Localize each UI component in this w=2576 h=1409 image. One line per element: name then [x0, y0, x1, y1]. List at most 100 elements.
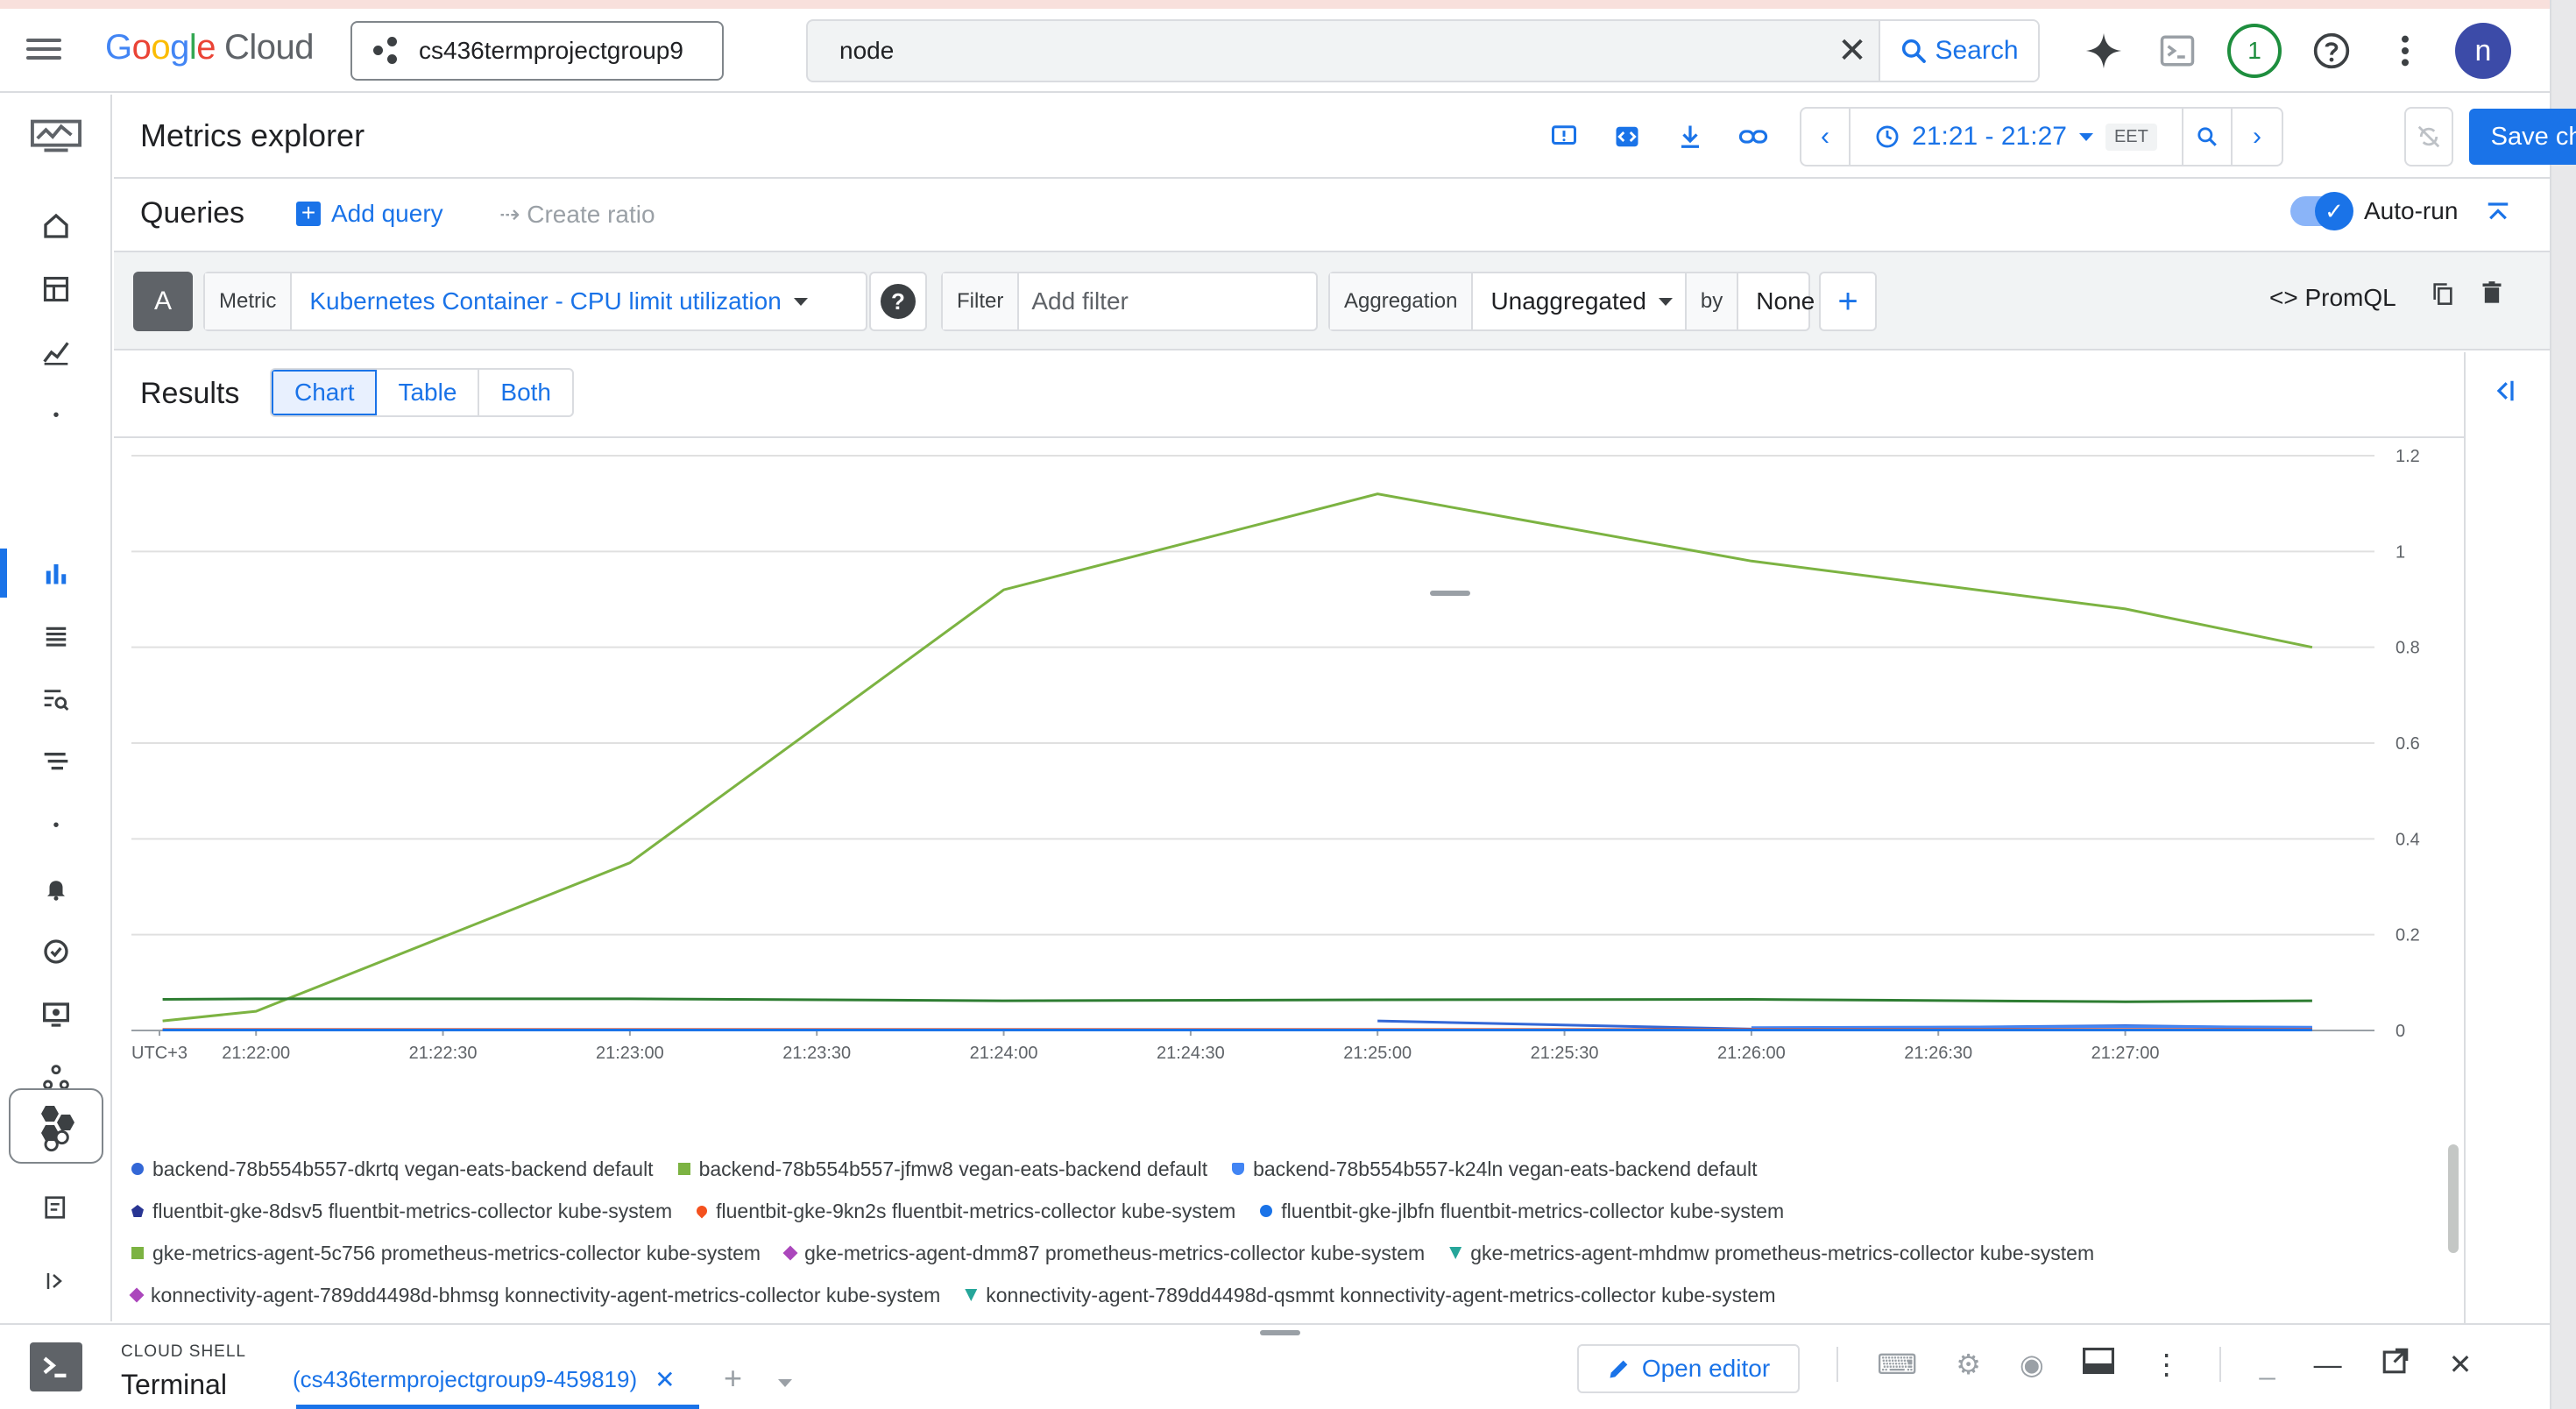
tab-menu-caret-icon[interactable] — [778, 1376, 792, 1391]
timezone-badge[interactable]: EET — [2105, 123, 2157, 151]
download-icon[interactable] — [1668, 112, 1712, 161]
window-scrollbar[interactable] — [2550, 0, 2576, 1409]
legend-item[interactable]: konnectivity-agent-789dd4498d-bhmsg konn… — [129, 1284, 940, 1307]
legend-item[interactable]: fluentbit-gke-jlbfn fluentbit-metrics-co… — [1260, 1200, 1784, 1223]
add-query-label: Add query — [331, 200, 443, 227]
metrics-icon[interactable] — [35, 331, 77, 373]
tab-table[interactable]: Table — [377, 370, 480, 415]
window-top-strip — [0, 0, 2576, 9]
time-range-controls: ‹ 21:21 - 21:27 EET › — [1800, 107, 2283, 166]
log-search-icon[interactable] — [35, 678, 77, 720]
metric-selector[interactable]: Metric Kubernetes Container - CPU limit … — [203, 272, 867, 331]
legend-item[interactable]: fluentbit-gke-8dsv5 fluentbit-metrics-co… — [131, 1200, 672, 1223]
legend-item[interactable]: backend-78b554b557-k24ln vegan-eats-back… — [1232, 1158, 1758, 1181]
line-chart[interactable]: 1.2 1 0.8 0.6 0.4 0.2 0 UTC+3 21:22:00 21:22:30 21… — [114, 438, 2464, 1139]
aggregation-selector[interactable]: Aggregation Unaggregated by None — [1328, 272, 1842, 331]
settings-gear-icon[interactable]: ⚙ — [1956, 1349, 1981, 1380]
overview-home-icon[interactable] — [35, 205, 77, 247]
terminal-layout-icon[interactable] — [2082, 1347, 2114, 1381]
alerting-bell-icon[interactable] — [35, 867, 77, 910]
y-tick-label: 0.8 — [2396, 639, 2420, 658]
restore-shell-icon[interactable]: — — [2313, 1348, 2342, 1380]
more-shell-options-icon[interactable]: ⋮ — [2152, 1349, 2181, 1380]
x-tick-label: 21:25:00 — [1343, 1044, 1412, 1063]
legend-item[interactable]: gke-metrics-agent-5c756 prometheus-metri… — [131, 1242, 761, 1265]
legend-item[interactable]: gke-metrics-agent-dmm87 prometheus-metri… — [782, 1242, 1425, 1265]
release-notes-icon[interactable] — [35, 1186, 77, 1228]
page-header: Metrics explorer ‹ 21:21 - 21:27 EET › S… — [114, 95, 2576, 179]
legend-item[interactable]: konnectivity-agent-789dd4498d-qsmmt konn… — [965, 1284, 1776, 1307]
legend-item[interactable]: backend-78b554b557-dkrtq vegan-eats-back… — [131, 1158, 654, 1181]
query-letter-badge[interactable]: A — [133, 272, 193, 331]
metric-value: Kubernetes Container - CPU limit utiliza… — [309, 287, 782, 315]
create-ratio-button[interactable]: ⇢ Create ratio — [499, 200, 655, 229]
metrics-explorer-icon[interactable] — [35, 552, 77, 594]
time-range-picker[interactable]: 21:21 - 21:27 EET — [1851, 109, 2183, 165]
link-icon[interactable] — [1731, 112, 1775, 161]
legend-item[interactable]: gke-metrics-agent-mhdmw prometheus-metri… — [1449, 1242, 2094, 1265]
legend-item[interactable]: fluentbit-gke-9kn2s fluentbit-metrics-co… — [694, 1200, 1235, 1223]
minimize-shell-icon[interactable]: _ — [2259, 1348, 2275, 1380]
filter-field[interactable]: Filter Add filter — [941, 272, 1318, 331]
search-bar[interactable]: node ✕ Search — [806, 19, 2040, 82]
account-avatar[interactable]: n — [2455, 23, 2511, 79]
clear-search-icon[interactable]: ✕ — [1837, 32, 1867, 70]
legend-item[interactable]: backend-78b554b557-jfmw8 vegan-eats-back… — [677, 1158, 1207, 1181]
search-button-label: Search — [1935, 36, 2019, 65]
terminal-tab[interactable]: (cs436termprojectgroup9-459819) ✕ — [293, 1365, 699, 1409]
resize-handle[interactable] — [1430, 591, 1470, 596]
project-picker[interactable]: cs436termprojectgroup9 — [350, 21, 724, 81]
tab-chart[interactable]: Chart — [272, 370, 378, 415]
add-grouping-button[interactable]: + — [1819, 272, 1877, 331]
help-icon[interactable] — [2308, 27, 2355, 74]
y-tick-label: 0.2 — [2396, 926, 2420, 945]
autorun-control[interactable]: ✓ Auto-run — [2290, 192, 2458, 230]
tab-both[interactable]: Both — [500, 379, 552, 406]
collapse-queries-icon[interactable] — [2485, 200, 2511, 233]
x-tick-label: UTC+3 — [131, 1044, 188, 1063]
open-new-window-icon[interactable] — [2381, 1346, 2410, 1383]
traces-icon[interactable] — [35, 741, 77, 783]
search-input[interactable]: node — [839, 37, 895, 64]
filter-input[interactable]: Add filter — [1031, 287, 1129, 315]
add-query-button[interactable]: + Add query — [296, 200, 443, 228]
cloud-shell-icon[interactable] — [2154, 27, 2201, 74]
expand-nav-icon[interactable] — [35, 1260, 77, 1302]
google-cloud-logo[interactable]: Google Cloud — [105, 28, 315, 67]
synthetic-monitoring-icon[interactable] — [35, 994, 77, 1036]
save-chart-button[interactable]: Save chart — [2469, 109, 2576, 165]
gemini-sparkle-icon[interactable] — [2080, 27, 2127, 74]
legend-scrollbar[interactable] — [2448, 1144, 2459, 1253]
web-preview-icon[interactable]: ◉ — [2019, 1349, 2044, 1380]
duplicate-query-icon[interactable] — [2431, 280, 2455, 314]
search-button[interactable]: Search — [1879, 21, 2038, 81]
keyboard-icon[interactable]: ⌨ — [1877, 1349, 1918, 1380]
y-tick-label: 1 — [2396, 542, 2405, 562]
monitoring-product-icon[interactable] — [30, 116, 82, 158]
close-shell-icon[interactable]: ✕ — [2448, 1349, 2473, 1380]
selected-nav-item[interactable] — [9, 1088, 103, 1164]
sync-off-icon[interactable] — [2404, 107, 2453, 166]
close-tab-icon[interactable]: ✕ — [655, 1366, 676, 1393]
main-menu-icon[interactable] — [26, 33, 61, 68]
autorun-toggle[interactable]: ✓ — [2290, 192, 2353, 230]
code-view-icon[interactable] — [1605, 112, 1649, 161]
logs-icon[interactable] — [35, 615, 77, 657]
x-tick-label: 21:22:00 — [222, 1044, 290, 1063]
shell-resize-handle[interactable] — [1260, 1330, 1300, 1335]
metric-help-icon[interactable]: ? — [869, 272, 927, 331]
new-tab-icon[interactable]: + — [724, 1360, 743, 1396]
previous-range-icon[interactable]: ‹ — [1801, 109, 1851, 165]
open-side-panel-icon[interactable] — [2490, 375, 2516, 412]
delete-query-icon[interactable] — [2480, 279, 2504, 314]
open-editor-button[interactable]: Open editor — [1577, 1344, 1800, 1393]
integrations-hexagon-icon[interactable] — [26, 1102, 86, 1144]
next-range-icon[interactable]: › — [2253, 122, 2261, 151]
feedback-icon[interactable] — [1542, 112, 1586, 161]
dashboards-icon[interactable] — [35, 268, 77, 310]
promql-button[interactable]: <> PromQL — [2269, 284, 2396, 312]
more-options-icon[interactable] — [2381, 27, 2429, 74]
notifications-badge[interactable]: 1 — [2227, 24, 2282, 78]
uptime-checks-icon[interactable] — [35, 931, 77, 973]
zoom-icon[interactable] — [2183, 109, 2233, 165]
